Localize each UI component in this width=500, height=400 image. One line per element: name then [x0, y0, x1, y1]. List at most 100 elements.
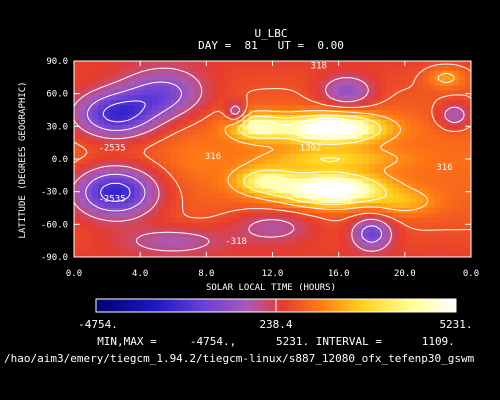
- field-cell: [236, 129, 244, 136]
- field-cell: [212, 110, 219, 116]
- field-cell: [314, 139, 322, 145]
- field-cell: [236, 178, 244, 185]
- field-cell: [338, 232, 346, 238]
- field-cell: [86, 188, 93, 194]
- field-cell: [314, 124, 322, 131]
- field-cell: [140, 129, 147, 136]
- field-cell: [80, 198, 87, 204]
- field-cell: [380, 188, 388, 194]
- field-cell: [272, 227, 280, 234]
- field-cell: [272, 222, 280, 229]
- field-cell: [158, 222, 165, 229]
- field-cell: [272, 159, 280, 165]
- field-cell: [362, 144, 370, 150]
- field-cell: [74, 149, 81, 155]
- field-cell: [224, 144, 231, 150]
- field-cell: [428, 242, 436, 248]
- field-cell: [74, 119, 81, 126]
- field-cell: [458, 183, 466, 189]
- field-cell: [404, 247, 412, 253]
- field-cell: [140, 144, 147, 150]
- contour-line-negative: [85, 81, 382, 243]
- field-cell: [80, 114, 87, 121]
- x-tick-label: 0.0: [463, 269, 479, 279]
- field-cell: [446, 100, 454, 106]
- field-cell: [152, 114, 159, 121]
- field-cell: [116, 124, 123, 131]
- field-cell: [104, 203, 111, 209]
- field-cell: [200, 95, 207, 101]
- field-cell: [284, 100, 292, 106]
- field-cell: [440, 168, 448, 175]
- field-cell: [320, 217, 328, 224]
- field-cell: [392, 188, 400, 194]
- field-cell: [374, 65, 382, 72]
- field-cell: [86, 139, 93, 145]
- field-cell: [326, 149, 334, 155]
- field-cell: [116, 134, 123, 140]
- field-cell: [356, 217, 364, 224]
- field-cell: [392, 173, 400, 180]
- field-cell: [98, 232, 105, 238]
- field-cell: [278, 168, 286, 175]
- field-cell: [278, 242, 286, 248]
- field-cell: [134, 227, 141, 234]
- field-cell: [194, 173, 201, 180]
- field-cell: [104, 119, 111, 126]
- field-cell: [158, 173, 165, 180]
- field-cell: [398, 247, 406, 253]
- field-cell: [110, 232, 117, 238]
- field-cell: [302, 242, 310, 248]
- field-cell: [176, 65, 183, 72]
- field-cell: [410, 100, 418, 106]
- field-cell: [392, 134, 400, 140]
- field-cell: [230, 149, 238, 155]
- field-cell: [368, 198, 376, 204]
- field-cell: [326, 188, 334, 194]
- field-cell: [104, 178, 111, 185]
- field-cell: [440, 222, 448, 229]
- field-cell: [248, 159, 256, 165]
- field-cell: [110, 124, 117, 131]
- field-cell: [182, 168, 189, 175]
- field-cell: [170, 149, 177, 155]
- field-cell: [308, 173, 316, 180]
- field-cell: [194, 70, 201, 77]
- field-cell: [110, 193, 117, 199]
- field-cell: [152, 188, 159, 194]
- field-cell: [392, 252, 400, 257]
- field-cell: [140, 242, 147, 248]
- field-cell: [212, 129, 219, 136]
- field-cell: [290, 227, 298, 234]
- field-cell: [146, 212, 153, 219]
- field-cell: [182, 134, 189, 140]
- field-cell: [188, 168, 195, 175]
- field-cell: [140, 217, 147, 224]
- field-cell: [284, 212, 292, 219]
- field-cell: [92, 242, 99, 248]
- field-cell: [236, 134, 244, 140]
- field-cell: [296, 149, 304, 155]
- field-cell: [128, 168, 135, 175]
- field-cell: [332, 247, 340, 253]
- field-cell: [434, 198, 442, 204]
- field-cell: [290, 212, 298, 219]
- field-cell: [380, 193, 388, 199]
- field-cell: [140, 163, 147, 170]
- field-cell: [410, 193, 418, 199]
- field-cell: [272, 217, 280, 224]
- field-cell: [332, 105, 340, 111]
- field-cell: [128, 114, 135, 121]
- field-cell: [434, 178, 442, 185]
- field-cell: [368, 217, 376, 224]
- field-cell: [404, 173, 412, 180]
- field-cell: [386, 85, 394, 91]
- field-cell: [116, 144, 123, 150]
- field-cell: [122, 139, 129, 145]
- field-cell: [236, 159, 244, 165]
- field-cell: [440, 178, 448, 185]
- field-cell: [146, 159, 153, 165]
- field-cell: [356, 163, 364, 170]
- field-cell: [254, 193, 262, 199]
- field-cell: [158, 105, 165, 111]
